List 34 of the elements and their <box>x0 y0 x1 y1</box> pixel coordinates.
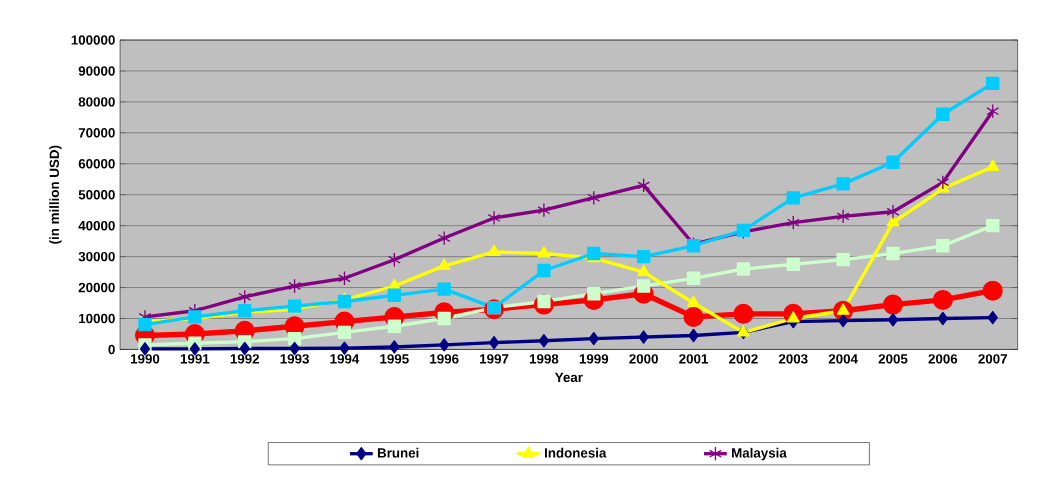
x-tick-label: 2006 <box>928 354 958 364</box>
y-tick-label: 20000 <box>78 282 115 293</box>
y-tick-label: 10000 <box>79 313 115 324</box>
y-tick-label: 30000 <box>78 251 115 262</box>
x-tick-label: 1994 <box>330 354 360 364</box>
y-tick-label: 90000 <box>78 66 115 76</box>
x-tick-label: 1990 <box>130 354 160 364</box>
y-tick-label: 0 <box>108 344 115 355</box>
x-tick-label: 2007 <box>978 354 1007 364</box>
y-tick-label: 60000 <box>78 159 115 169</box>
x-tick-label: 2004 <box>828 354 858 364</box>
x-tick-label: 2002 <box>729 354 758 364</box>
legend-label: Indonesia <box>544 447 607 458</box>
x-tick-label: 2003 <box>778 354 808 364</box>
legend-label: Malaysia <box>732 447 787 461</box>
x-tick-label: 2005 <box>878 354 908 364</box>
x-tick-label: 2000 <box>629 354 658 364</box>
x-tick-label: 1999 <box>579 354 609 364</box>
x-tick-label: 1992 <box>230 354 260 364</box>
x-tick-label: 1991 <box>180 354 210 364</box>
x-tick-label: 1998 <box>529 354 559 364</box>
y-tick-label: 70000 <box>78 128 115 138</box>
x-axis-title: Year <box>554 372 583 383</box>
x-tick-label: 2001 <box>679 354 708 364</box>
x-tick-label: 1996 <box>430 354 459 364</box>
y-tick-label: 40000 <box>78 221 115 231</box>
x-tick-label: 1993 <box>280 354 309 364</box>
y-axis-title: (in million USD) <box>49 145 62 244</box>
legend-label: Brunei <box>377 447 419 458</box>
x-tick-label: 1995 <box>380 354 409 364</box>
y-tick-label: 100000 <box>71 35 115 45</box>
y-tick-label: 80000 <box>78 97 115 107</box>
x-tick-label: 1997 <box>480 354 509 364</box>
y-tick-label: 50000 <box>78 190 115 200</box>
